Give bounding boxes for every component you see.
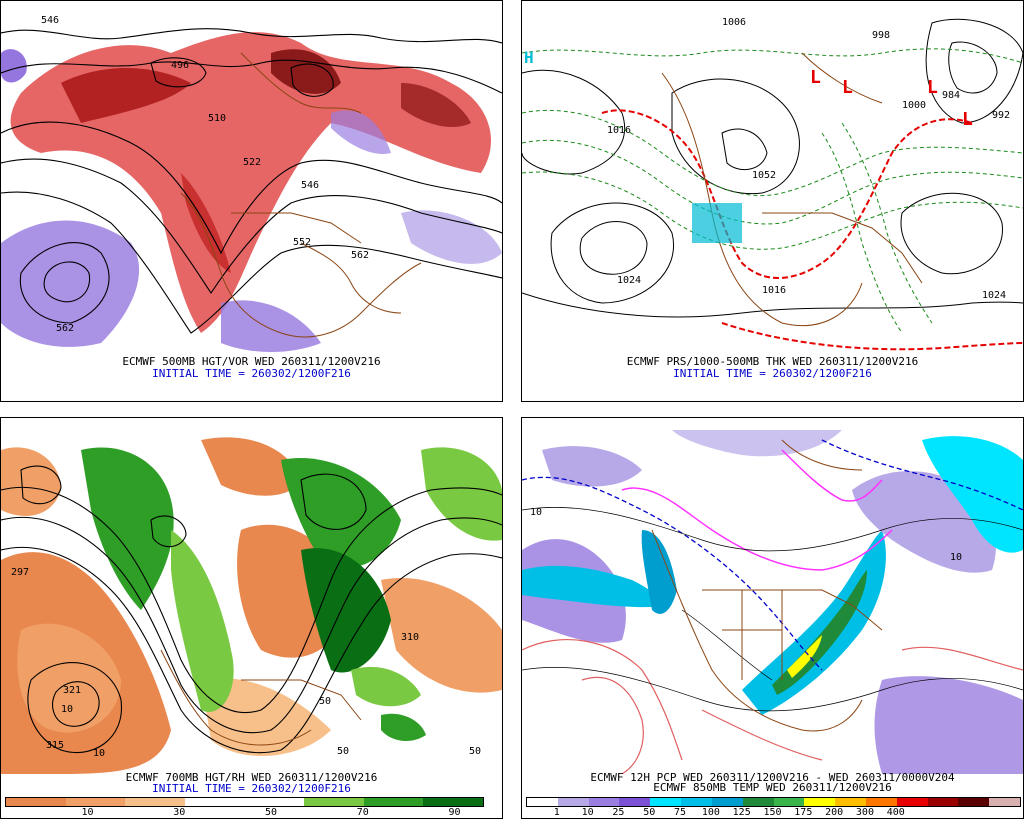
panel-title: ECMWF 12H PCP WED 260311/1200V216 - WED … [590, 771, 955, 784]
contour-label: 297 [11, 567, 29, 578]
colorbar-swatch [711, 798, 743, 806]
colorbar-tick-label: 25 [612, 807, 625, 818]
vorticity-map: 546 496 510 522 546 552 562 562 [1, 13, 502, 355]
colorbar-swatch [804, 798, 836, 806]
colorbar-swatch [6, 798, 66, 806]
contour-label: 522 [243, 157, 261, 168]
colorbar-tick-label: 300 [855, 807, 874, 818]
colorbar-swatch [244, 798, 305, 806]
isobar-label: 1052 [752, 170, 776, 181]
isobar-label: 998 [872, 30, 890, 41]
colorbar-tick-label: 75 [674, 807, 687, 818]
colorbar-swatch [865, 798, 897, 806]
rh-label: 50 [319, 696, 331, 707]
panel-pressure-thickness: H L L L L 1006 998 1000 984 1016 1052 10… [521, 0, 1024, 402]
rh-label: 50 [337, 746, 349, 757]
colorbar-swatch [989, 798, 1020, 806]
colorbar-tick-label: 70 [356, 807, 369, 818]
colorbar-tick-label: 125 [732, 807, 751, 818]
rh-map: 297 321 315 10 10 50 50 50 310 [1, 430, 502, 774]
colorbar-tick-label: 10 [581, 807, 594, 818]
panel-precip-850temp: 10 10 ECMWF 12H PCP WED 260311/1200V216 … [521, 417, 1024, 819]
rh-label: 10 [61, 704, 73, 715]
panel-title: ECMWF 700MB HGT/RH WED 260311/1200V216 [125, 771, 378, 784]
isobar-label: 1024 [982, 290, 1006, 301]
contour-label: 562 [56, 323, 74, 334]
panel-title: ECMWF PRS/1000-500MB THK WED 260311/1200… [626, 355, 919, 368]
rh-label: 50 [469, 746, 481, 757]
contour-label: 546 [41, 15, 59, 26]
colorbar-swatch [65, 798, 126, 806]
low-pressure-marker: L [842, 77, 853, 98]
colorbar-swatch [650, 798, 682, 806]
colorbar-swatch [184, 798, 245, 806]
colorbar-tick-label: 100 [701, 807, 720, 818]
colorbar-swatch [835, 798, 866, 806]
panel-subtitle: ECMWF 850MB TEMP WED 260311/1200V216 [653, 781, 892, 794]
colorbar-tick-label: 90 [448, 807, 461, 818]
contour-label: 496 [171, 60, 189, 71]
rh-label: 10 [93, 748, 105, 759]
colorbar-tick-label: 1 [553, 807, 560, 818]
colorbar-swatch [557, 798, 589, 806]
isobar-label: 1024 [617, 275, 641, 286]
colorbar-swatch [588, 798, 620, 806]
colorbar-swatch [619, 798, 651, 806]
contour-label: 510 [208, 113, 226, 124]
colorbar-tick-label: 150 [763, 807, 782, 818]
contour-label: 310 [401, 632, 419, 643]
panel-500mb-vorticity: 546 496 510 522 546 552 562 562 ECMWF 50… [0, 0, 503, 402]
pressure-map: H L L L L 1006 998 1000 984 1016 1052 10… [522, 13, 1023, 355]
contour-label: 562 [351, 250, 369, 261]
low-pressure-marker: L [810, 67, 821, 88]
colorbar-tick-label: 50 [643, 807, 656, 818]
contour-label: 321 [63, 685, 81, 696]
initial-time: INITIAL TIME = 260302/1200F216 [152, 367, 351, 380]
colorbar-tick-label: 175 [794, 807, 813, 818]
low-pressure-marker: L [927, 77, 938, 98]
colorbar-swatch [896, 798, 928, 806]
colorbar-tick-label: 200 [825, 807, 844, 818]
isobar-label: 992 [992, 110, 1010, 121]
panel-title: ECMWF 500MB HGT/VOR WED 260311/1200V216 [122, 355, 381, 368]
isobar-label: 984 [942, 90, 960, 101]
contour-label: 546 [301, 180, 319, 191]
isobar-label: 1016 [607, 125, 631, 136]
colorbar-swatch [681, 798, 712, 806]
temperature-label: 10 [530, 507, 542, 518]
colorbar-swatch [773, 798, 805, 806]
contour-label: 315 [46, 740, 64, 751]
colorbar-swatch [304, 798, 364, 806]
colorbar-swatch [742, 798, 774, 806]
precip-map: 10 10 [522, 430, 1023, 774]
isobar-label: 1006 [722, 17, 746, 28]
colorbar-swatch [958, 798, 990, 806]
precip-colorbar-ticks: 1 10 25 50 75 100 125 150 175 200 300 400 [522, 807, 1023, 818]
low-pressure-marker: L [962, 109, 973, 130]
rh-colorbar-ticks: 10 30 50 70 90 [1, 807, 502, 818]
colorbar-tick-label: 10 [81, 807, 94, 818]
isobar-label: 1016 [762, 285, 786, 296]
temperature-label: 10 [950, 552, 962, 563]
colorbar-tick-label: 50 [264, 807, 278, 818]
colorbar-swatch [363, 798, 424, 806]
colorbar-swatch [527, 798, 558, 806]
precip-colorbar [526, 797, 1021, 807]
high-pressure-marker: H [524, 48, 534, 67]
contour-label: 552 [293, 237, 311, 248]
colorbar-tick-label: 30 [173, 807, 186, 818]
panel-700mb-rh: 297 321 315 10 10 50 50 50 310 ECMWF 700… [0, 417, 503, 819]
rh-colorbar [5, 797, 484, 807]
colorbar-swatch [927, 798, 959, 806]
initial-time: INITIAL TIME = 260302/1200F216 [673, 367, 872, 380]
colorbar-tick-label: 400 [886, 807, 905, 818]
initial-time: INITIAL TIME = 260302/1200F216 [152, 782, 351, 795]
colorbar-swatch [125, 798, 185, 806]
isobar-label: 1000 [902, 100, 926, 111]
colorbar-swatch [423, 798, 483, 806]
